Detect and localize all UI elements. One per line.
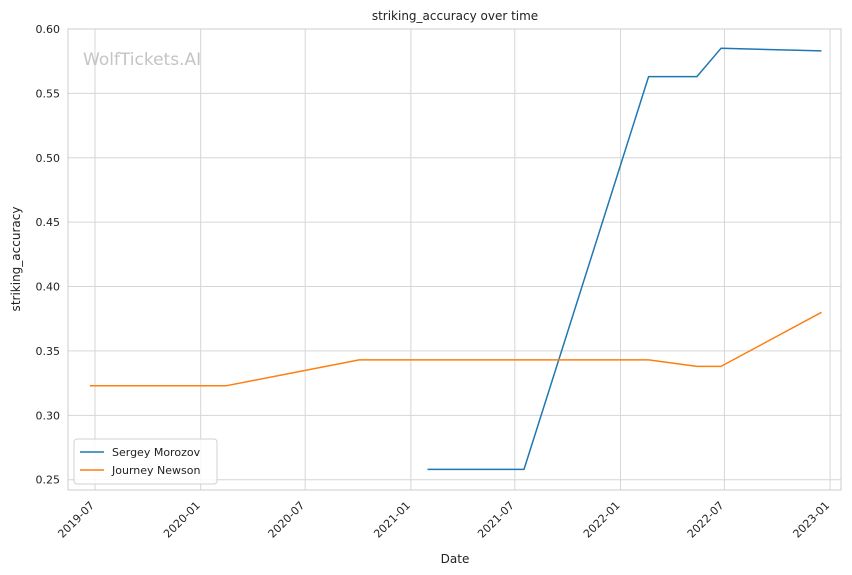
chart-title: striking_accuracy over time [372, 9, 538, 23]
watermark: WolfTickets.AI [83, 50, 201, 70]
y-axis-label: striking_accuracy [9, 207, 23, 312]
plot-frame [67, 28, 842, 491]
y-tick-label: 0.40 [36, 281, 61, 294]
y-tick-label: 0.50 [36, 152, 61, 165]
y-tick-label: 0.25 [36, 474, 61, 487]
series-line-1 [89, 311, 822, 387]
legend: Sergey Morozov Journey Newson [73, 438, 218, 485]
y-tick-label: 0.30 [36, 409, 61, 422]
y-tick-label: 0.55 [36, 87, 61, 100]
legend-label: Journey Newson [111, 464, 200, 477]
x-axis-label: Date [441, 552, 470, 566]
y-tick-label: 0.60 [36, 23, 61, 36]
y-tick-label: 0.45 [36, 216, 61, 229]
series-line-0 [427, 47, 822, 471]
y-axis-ticks: 0.25 0.30 0.35 0.40 0.45 0.50 0.55 0.60 [36, 23, 61, 487]
legend-label: Sergey Morozov [112, 446, 201, 459]
series-layer [89, 47, 822, 471]
legend-box [73, 438, 218, 485]
y-tick-label: 0.35 [36, 345, 61, 358]
